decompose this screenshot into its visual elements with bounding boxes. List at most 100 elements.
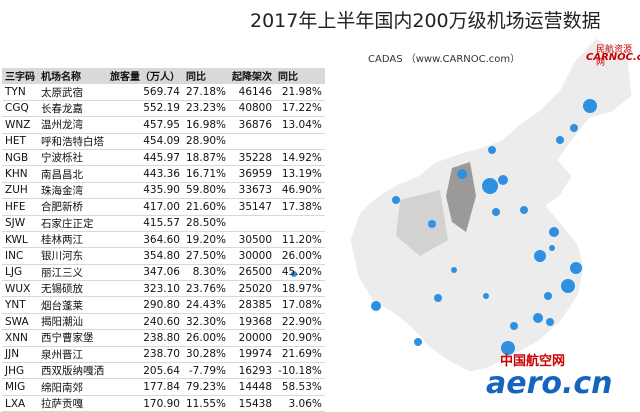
cell: 240.60 xyxy=(107,313,183,331)
table-row: KHN 南昌昌北 443.36 16.71% 36959 13.19% xyxy=(2,165,325,183)
cell: 太原武宿 xyxy=(38,83,107,101)
table-row: ZUH 珠海金湾 435.90 59.80% 33673 46.90% xyxy=(2,182,325,200)
source: CADAS （www.CARNOC.com） xyxy=(368,54,521,65)
cell: 23.76% xyxy=(183,280,230,298)
cell: 205.64 xyxy=(107,362,183,380)
logo-text: aero.cn xyxy=(486,366,613,401)
cell: 烟台蓬莱 xyxy=(38,296,107,314)
cell: 35228 xyxy=(229,149,276,167)
cell: 323.10 xyxy=(107,280,183,298)
cell: 435.90 xyxy=(107,182,183,200)
cell: 11.20% xyxy=(275,231,325,249)
cell: 宁波栎社 xyxy=(38,149,107,167)
cell: JJN xyxy=(2,346,38,364)
table-row: MIG 绵阳南郊 177.84 79.23% 14448 58.53% xyxy=(2,378,325,396)
cell: 238.80 xyxy=(107,329,183,347)
logo-text: CARNOC.com xyxy=(586,52,640,63)
logo-text: 中国航空网 xyxy=(500,354,566,369)
table-row: LJG 丽江三义 347.06 8.30% 26500 45.20% xyxy=(2,264,325,282)
cell: 21.98% xyxy=(275,83,325,101)
cell: 泉州晋江 xyxy=(38,346,107,364)
cell: 26500 xyxy=(229,264,276,282)
cell: 银川河东 xyxy=(38,247,107,265)
cell: 19974 xyxy=(229,346,276,364)
cell: 32.30% xyxy=(183,313,230,331)
cell: 46146 xyxy=(229,83,276,101)
table-row: NGB 宁波栎社 445.97 18.87% 35228 14.92% xyxy=(2,149,325,167)
cell: 16293 xyxy=(229,362,276,380)
table-row: WUX 无锡硕放 323.10 23.76% 25020 18.97% xyxy=(2,280,325,298)
cell: 拉萨贡嘎 xyxy=(38,395,107,412)
cell: WNZ xyxy=(2,116,38,134)
cell: LXA xyxy=(2,395,38,412)
cell: SJW xyxy=(2,215,38,232)
cell: 18.97% xyxy=(275,280,325,298)
table-row: SJW 石家庄正定 415.57 28.50% xyxy=(2,215,325,232)
map-region xyxy=(446,162,476,232)
cell: 569.74 xyxy=(107,83,183,101)
cell: 西双版纳嘎洒 xyxy=(38,362,107,380)
cell: 26.00% xyxy=(275,247,325,265)
cell: 20000 xyxy=(229,329,276,347)
cell: TYN xyxy=(2,83,38,101)
cell: 36876 xyxy=(229,116,276,134)
cell: 28.50% xyxy=(183,215,230,232)
cell: 8.30% xyxy=(183,264,230,282)
cell: 354.80 xyxy=(107,247,183,265)
table-row: LXA 拉萨贡嘎 170.90 11.55% 15438 3.06% xyxy=(2,395,325,412)
cell xyxy=(229,133,276,150)
table-row: YNT 烟台蓬莱 290.80 24.43% 28385 17.08% xyxy=(2,296,325,314)
cell: 25020 xyxy=(229,280,276,298)
cell: ZUH xyxy=(2,182,38,200)
table-row: SWA 揭阳潮汕 240.60 32.30% 19368 22.90% xyxy=(2,313,325,331)
cell: 16.98% xyxy=(183,116,230,134)
cell: JHG xyxy=(2,362,38,380)
cell: SWA xyxy=(2,313,38,331)
cell: 揭阳潮汕 xyxy=(38,313,107,331)
table-row: CGQ 长春龙嘉 552.19 23.23% 40800 17.22% xyxy=(2,100,325,118)
cell: KWL xyxy=(2,231,38,249)
column-header: 同比 xyxy=(183,68,230,85)
cell: 40800 xyxy=(229,100,276,118)
cell: HET xyxy=(2,133,38,150)
cell: 177.84 xyxy=(107,378,183,396)
cell: 20.90% xyxy=(275,329,325,347)
column-header: 起降架次 xyxy=(229,68,276,85)
cell: 79.23% xyxy=(183,378,230,396)
map-region xyxy=(396,190,448,256)
cell: NGB xyxy=(2,149,38,167)
cell: 27.50% xyxy=(183,247,230,265)
cell: 30.28% xyxy=(183,346,230,364)
cell: 11.55% xyxy=(183,395,230,412)
cell: 13.04% xyxy=(275,116,325,134)
map-outline xyxy=(349,37,633,373)
table-row: WNZ 温州龙湾 457.95 16.98% 36876 13.04% xyxy=(2,116,325,134)
table-row: INC 银川河东 354.80 27.50% 30000 26.00% xyxy=(2,247,325,265)
cell xyxy=(275,215,325,232)
cell: 合肥新桥 xyxy=(38,198,107,216)
cell: 21.60% xyxy=(183,198,230,216)
cell: 46.90% xyxy=(275,182,325,200)
cell: 445.97 xyxy=(107,149,183,167)
cell: 17.22% xyxy=(275,100,325,118)
cell: 364.60 xyxy=(107,231,183,249)
cell: 36959 xyxy=(229,165,276,183)
cell: 14.92% xyxy=(275,149,325,167)
cell: 27.18% xyxy=(183,83,230,101)
cell: 19.20% xyxy=(183,231,230,249)
cell: 23.23% xyxy=(183,100,230,118)
cell: 珠海金湾 xyxy=(38,182,107,200)
table-row: XNN 西宁曹家堡 238.80 26.00% 20000 20.90% xyxy=(2,329,325,347)
cell: 24.43% xyxy=(183,296,230,314)
cell: 19368 xyxy=(229,313,276,331)
cell: 无锡硕放 xyxy=(38,280,107,298)
cell: KHN xyxy=(2,165,38,183)
table-row: HET 呼和浩特白塔 454.09 28.90% xyxy=(2,133,325,150)
cell: 443.36 xyxy=(107,165,183,183)
cell: 552.19 xyxy=(107,100,183,118)
table-row: KWL 桂林两江 364.60 19.20% 30500 11.20% xyxy=(2,231,325,249)
cell: 26.00% xyxy=(183,329,230,347)
table-row: JHG 西双版纳嘎洒 205.64 -7.79% 16293 -10.18% xyxy=(2,362,325,380)
cell: LJG xyxy=(2,264,38,282)
